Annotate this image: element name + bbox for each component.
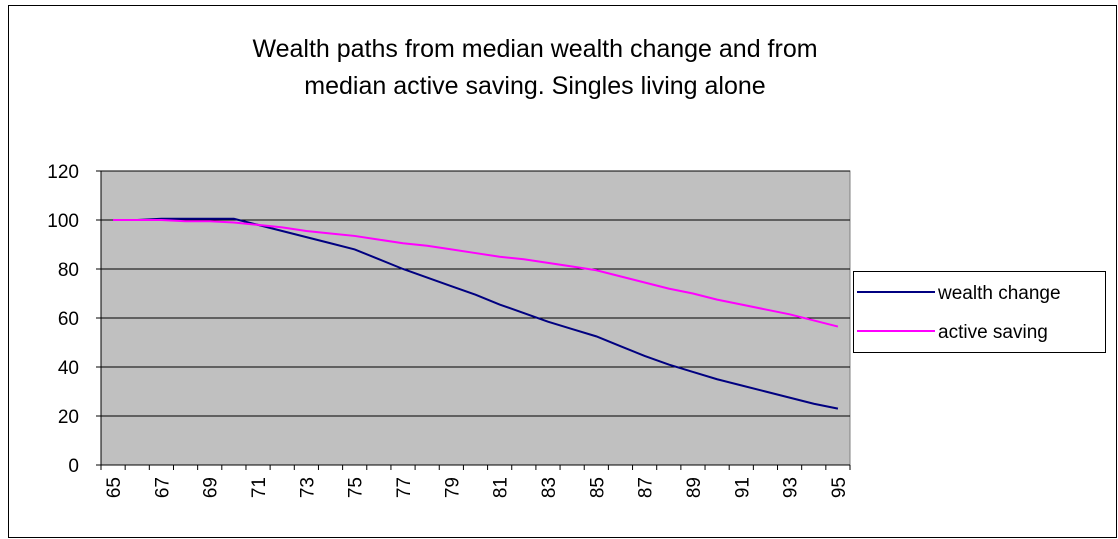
y-tick-label: 100: [47, 211, 79, 232]
legend-label: wealth change: [937, 283, 1061, 304]
x-tick-label: 69: [201, 477, 222, 498]
y-tick-label: 0: [68, 456, 79, 477]
x-tick-label: 83: [539, 477, 560, 498]
x-tick-label: 79: [442, 477, 463, 498]
series-line: [113, 219, 839, 328]
x-tick-label: 67: [152, 477, 173, 498]
y-tick-label: 20: [58, 407, 79, 428]
x-tick-label: 87: [636, 477, 657, 498]
chart-title: median active saving. Singles living alo…: [304, 72, 765, 100]
x-tick-label: 73: [297, 477, 318, 498]
y-tick-label: 120: [47, 162, 79, 183]
x-tick-label: 95: [829, 477, 850, 498]
y-tick-label: 40: [58, 358, 79, 379]
x-tick-label: 77: [394, 477, 415, 498]
legend: [853, 271, 1106, 353]
series-line: [113, 217, 839, 410]
legend-label: active saving: [938, 322, 1048, 343]
x-tick-label: 75: [346, 477, 367, 498]
x-tick-label: 71: [249, 477, 270, 498]
x-tick-label: 85: [587, 477, 608, 498]
y-tick-label: 60: [58, 309, 79, 330]
x-tick-label: 81: [491, 477, 512, 498]
chart-title: Wealth paths from median wealth change a…: [252, 35, 817, 63]
x-tick-label: 65: [104, 477, 125, 498]
y-tick-label: 80: [58, 260, 79, 281]
x-tick-label: 91: [732, 477, 753, 498]
x-tick-label: 93: [781, 477, 802, 498]
x-tick-label: 89: [684, 477, 705, 498]
